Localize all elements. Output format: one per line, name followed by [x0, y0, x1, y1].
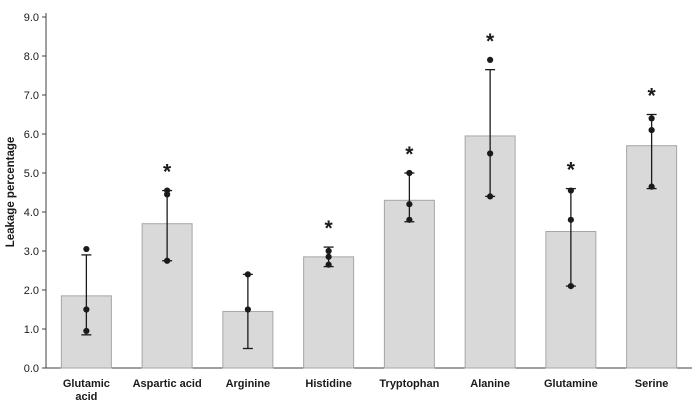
x-tick-label-glutamine: Glutamine — [544, 378, 598, 390]
data-point-aspartic-acid — [164, 257, 171, 264]
data-point-histidine — [325, 247, 332, 255]
data-point-glutamic-acid — [83, 306, 90, 313]
data-point-alanine — [487, 56, 494, 64]
error-bar-glutamic-acid — [81, 254, 92, 336]
y-tick-label: 6.0 — [24, 129, 39, 141]
data-point-tryptophan — [406, 201, 413, 208]
x-tick-label-arginine: Arginine — [226, 378, 271, 390]
data-point-glutamine — [567, 187, 574, 194]
significance-marker-aspartic-acid: * — [163, 161, 172, 184]
bar-tryptophan — [383, 199, 435, 369]
x-tick-label-histidine: Histidine — [305, 378, 351, 390]
x-tick-label-serine: Serine — [635, 378, 669, 390]
y-tick-label: 7.0 — [24, 90, 39, 102]
significance-marker-tryptophan: * — [405, 143, 414, 166]
x-tick-label-glutamic-acid: Glutamic acid — [63, 378, 110, 403]
significance-marker-serine: * — [648, 85, 657, 108]
data-point-alanine — [487, 193, 494, 200]
data-point-glutamic-acid — [83, 245, 90, 253]
data-point-histidine — [325, 253, 332, 260]
data-point-serine — [648, 127, 655, 134]
y-axis-label: Leakage percentage — [5, 137, 17, 248]
x-tick-label-alanine: Alanine — [470, 378, 510, 390]
significance-marker-histidine: * — [325, 217, 334, 240]
data-point-arginine — [244, 271, 251, 278]
data-point-tryptophan — [406, 169, 413, 177]
data-point-aspartic-acid — [164, 191, 171, 198]
y-tick-label: 5.0 — [24, 168, 39, 180]
data-point-glutamine — [567, 283, 574, 290]
significance-marker-alanine: * — [486, 30, 495, 53]
y-tick-label: 2.0 — [24, 285, 39, 297]
x-tick-label-aspartic-acid: Aspartic acid — [133, 378, 202, 390]
x-tick-label-tryptophan: Tryptophan — [379, 378, 439, 390]
data-point-serine — [648, 183, 655, 190]
data-point-histidine — [325, 261, 332, 268]
data-point-serine — [648, 115, 655, 122]
y-tick-label: 8.0 — [24, 51, 39, 63]
bar-histidine — [303, 256, 355, 369]
data-point-tryptophan — [406, 216, 413, 223]
y-tick-label: 3.0 — [24, 246, 39, 258]
y-tick-label: 9.0 — [24, 12, 39, 24]
data-point-glutamine — [567, 216, 574, 223]
significance-marker-glutamine: * — [567, 159, 576, 182]
y-tick-label: 0.0 — [24, 363, 39, 375]
data-point-alanine — [487, 150, 494, 157]
y-tick-label: 4.0 — [24, 207, 39, 219]
plot-area: 0.0 1.0 2.0 3.0 4.0 5.0 6.0 7.0 8.0 9.0 Glutamic ac… — [24, 12, 692, 403]
data-point-arginine — [244, 306, 251, 313]
y-tick-label: 1.0 — [24, 324, 39, 336]
data-point-glutamic-acid — [83, 327, 90, 335]
